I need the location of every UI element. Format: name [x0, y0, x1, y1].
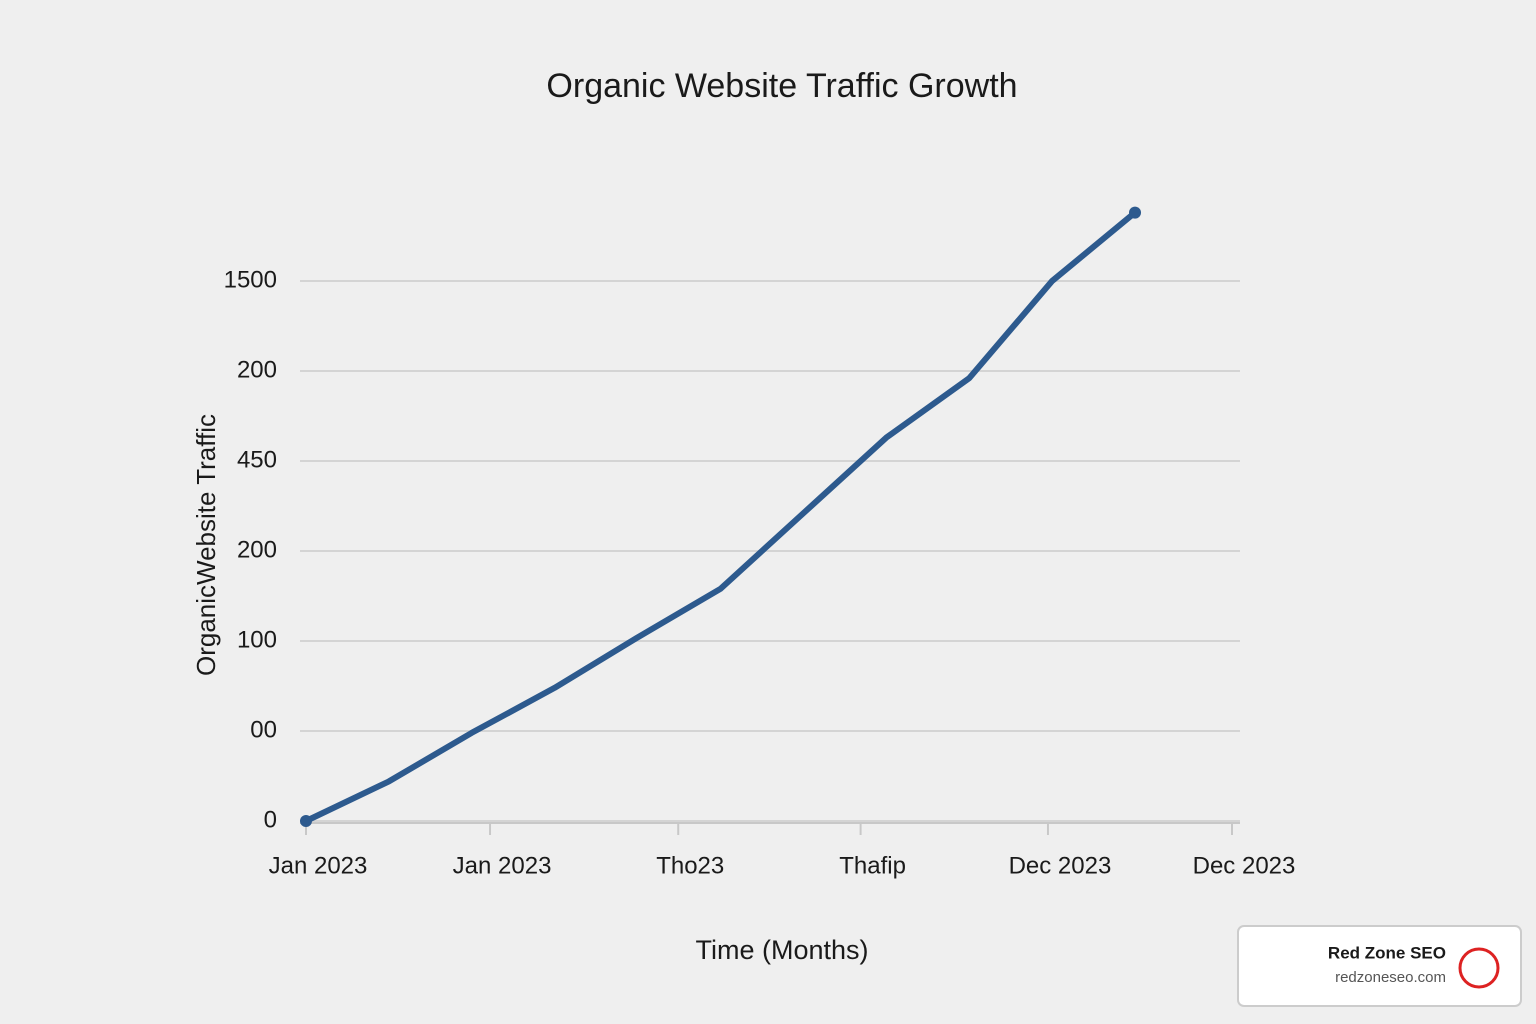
- y-tick-label: 100: [237, 626, 277, 653]
- x-tick-label: Tho23: [656, 852, 724, 879]
- y-axis-label: OrganicWebsite Traffic: [191, 414, 221, 676]
- x-axis-label: Time (Months): [695, 935, 868, 965]
- watermark: Red Zone SEO redzoneseo.com: [1237, 925, 1522, 1007]
- chart-title: Organic Website Traffic Growth: [546, 67, 1017, 105]
- watermark-name: Red Zone SEO: [1328, 943, 1446, 962]
- end-point: [1129, 206, 1142, 219]
- y-tick-label: 00: [250, 716, 277, 743]
- line: [303, 209, 1139, 824]
- watermark-logo: [1458, 947, 1500, 989]
- x-tick-label: Jan 2023: [453, 852, 552, 879]
- watermark-url: redzoneseo.com: [1335, 969, 1446, 986]
- x-tick-label: Thafip: [839, 852, 906, 879]
- y-tick-label: 450: [237, 446, 277, 473]
- x-tick-label: Jan 2023: [269, 852, 368, 879]
- x-tick-label: Dec 2023: [1009, 852, 1112, 879]
- y-tick-label: 200: [237, 356, 277, 383]
- watermark-box: [1237, 925, 1522, 1007]
- y-tick-label: 1500: [224, 266, 277, 293]
- end-point: [300, 815, 312, 827]
- y-tick-label: 200: [237, 536, 277, 563]
- x-tick-label: Dec 2023: [1193, 852, 1296, 879]
- y-tick-label: 0: [264, 806, 277, 833]
